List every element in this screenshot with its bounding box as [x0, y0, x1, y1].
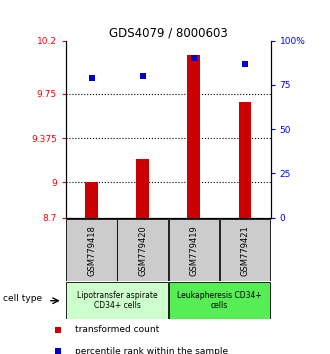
- Text: GSM779420: GSM779420: [138, 225, 147, 276]
- Bar: [187, 55, 200, 218]
- Text: transformed count: transformed count: [75, 325, 159, 334]
- Text: Leukapheresis CD34+
cells: Leukapheresis CD34+ cells: [177, 291, 262, 310]
- Text: GSM779418: GSM779418: [87, 225, 96, 276]
- Bar: [117, 219, 168, 281]
- Bar: [85, 182, 98, 218]
- Bar: [169, 219, 219, 281]
- Bar: [169, 282, 270, 319]
- Text: GSM779421: GSM779421: [241, 225, 249, 276]
- Bar: [220, 219, 270, 281]
- Text: percentile rank within the sample: percentile rank within the sample: [75, 347, 228, 354]
- Bar: [239, 102, 251, 218]
- Bar: [136, 159, 149, 218]
- Bar: [66, 219, 117, 281]
- Text: cell type: cell type: [3, 295, 43, 303]
- Title: GDS4079 / 8000603: GDS4079 / 8000603: [109, 27, 228, 40]
- Text: Lipotransfer aspirate
CD34+ cells: Lipotransfer aspirate CD34+ cells: [77, 291, 157, 310]
- Bar: [66, 282, 168, 319]
- Text: GSM779419: GSM779419: [189, 225, 198, 276]
